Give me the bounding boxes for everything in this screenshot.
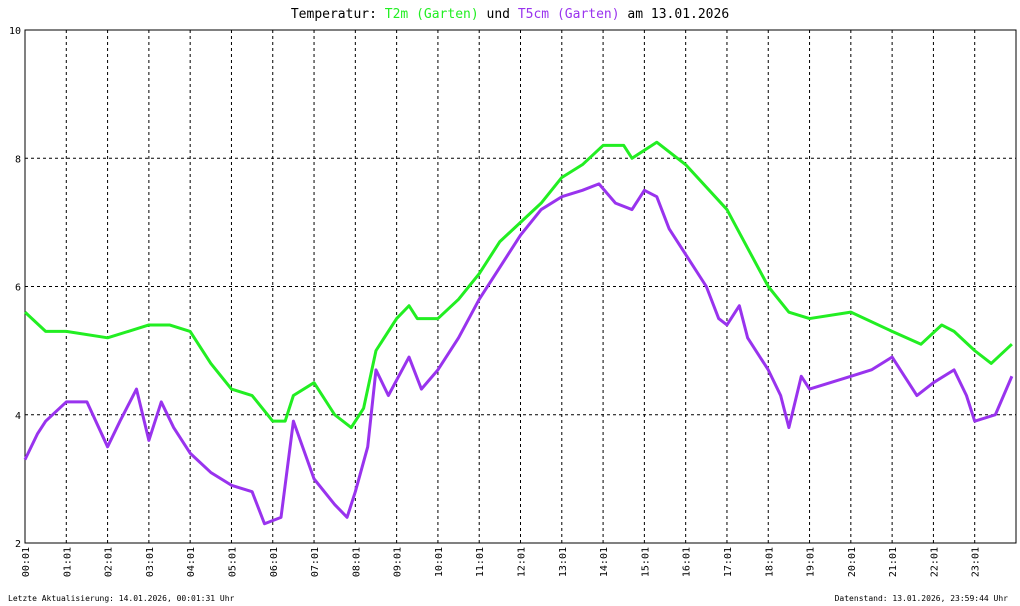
legend-entry: T2m (Garten) — [385, 7, 479, 22]
x-tick-label: 10:01 — [434, 547, 445, 577]
y-tick-label: 6 — [15, 283, 21, 294]
x-tick-label: 19:01 — [806, 547, 817, 577]
x-tick-label: 00:01 — [21, 547, 32, 577]
x-tick-label: 21:01 — [888, 547, 899, 577]
x-tick-label: 08:01 — [351, 547, 362, 577]
x-tick-label: 14:01 — [599, 547, 610, 577]
title-part: und — [487, 7, 510, 22]
x-tick-label: 17:01 — [723, 547, 734, 577]
x-tick-label: 13:01 — [558, 547, 569, 577]
chart-title: Temperatur: T2m (Garten) und T5cm (Garte… — [291, 7, 729, 22]
x-tick-label: 03:01 — [145, 547, 156, 577]
footer-right: Datenstand: 13.01.2026, 23:59:44 Uhr — [835, 594, 1009, 603]
x-tick-label: 01:01 — [62, 547, 73, 577]
x-tick-label: 07:01 — [310, 547, 321, 577]
y-tick-label: 2 — [15, 539, 21, 550]
x-tick-label: 05:01 — [227, 547, 238, 577]
x-tick-label: 12:01 — [517, 547, 528, 577]
x-tick-label: 04:01 — [186, 547, 197, 577]
x-tick-label: 18:01 — [764, 547, 775, 577]
x-tick-label: 20:01 — [847, 547, 858, 577]
x-tick-label: 02:01 — [104, 547, 115, 577]
x-tick-label: 23:01 — [971, 547, 982, 577]
plot-border — [24, 29, 1017, 544]
x-tick-label: 15:01 — [640, 547, 651, 577]
series-line — [23, 182, 1014, 526]
x-tick-label: 22:01 — [929, 547, 940, 577]
y-tick-label: 4 — [15, 411, 21, 422]
title-part: am 13.01.2026 — [627, 7, 729, 22]
x-tick-label: 06:01 — [269, 547, 280, 577]
title-part: Temperatur: — [291, 7, 377, 22]
x-tick-label: 16:01 — [682, 547, 693, 577]
y-tick-label: 10 — [9, 26, 21, 37]
x-tick-label: 09:01 — [393, 547, 404, 577]
footer-left: Letzte Aktualisierung: 14.01.2026, 00:01… — [8, 594, 235, 603]
y-tick-label: 8 — [15, 154, 21, 165]
legend-entry: T5cm (Garten) — [518, 7, 620, 22]
series-line — [23, 140, 1013, 430]
x-tick-label: 11:01 — [475, 547, 486, 577]
